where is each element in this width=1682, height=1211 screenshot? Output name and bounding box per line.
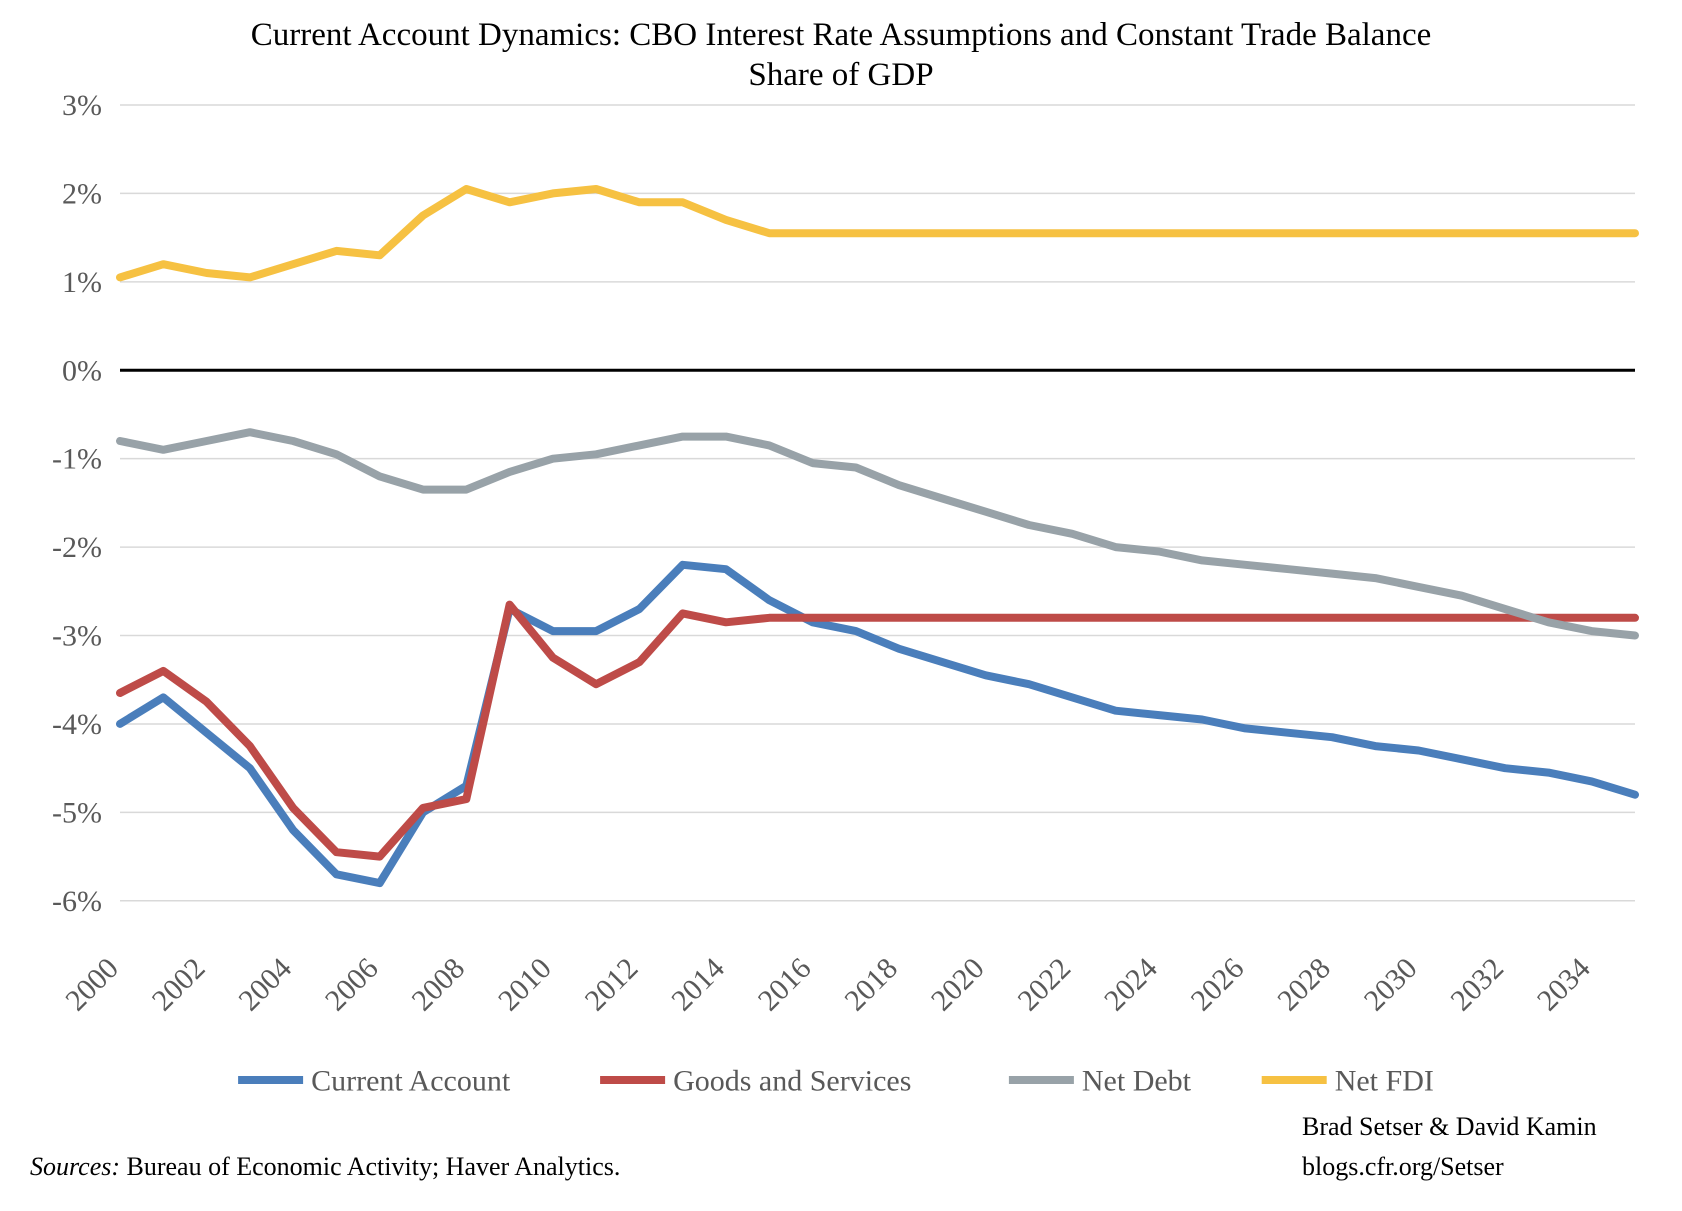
legend-label-3: Net FDI	[1335, 1065, 1434, 1098]
sources-prefix: Sources:	[30, 1152, 120, 1181]
chart-container: -6%-5%-4%-3%-2%-1%0%1%2%3%20002002200420…	[0, 0, 1682, 1211]
legend-label-1: Goods and Services	[673, 1065, 911, 1098]
chart-title-line2: Share of GDP	[748, 57, 933, 93]
chart-title-line1: Current Account Dynamics: CBO Interest R…	[251, 17, 1432, 53]
y-tick-label: -6%	[52, 885, 102, 918]
legend-label-0: Current Account	[311, 1065, 511, 1098]
sources-body: Bureau of Economic Activity; Haver Analy…	[120, 1152, 620, 1181]
chart-bg	[0, 0, 1682, 1211]
y-tick-label: -1%	[52, 443, 102, 476]
y-tick-label: 1%	[62, 266, 102, 299]
sources-text: Sources: Bureau of Economic Activity; Ha…	[30, 1152, 620, 1181]
y-tick-label: 2%	[62, 177, 102, 210]
y-tick-label: -3%	[52, 620, 102, 653]
y-tick-label: -5%	[52, 796, 102, 829]
y-tick-label: -4%	[52, 708, 102, 741]
y-tick-label: -2%	[52, 531, 102, 564]
attribution-line1: Brad Setser & David Kamin	[1302, 1112, 1597, 1141]
y-tick-label: 0%	[62, 354, 102, 387]
line-chart: -6%-5%-4%-3%-2%-1%0%1%2%3%20002002200420…	[0, 0, 1682, 1211]
attribution-line2: blogs.cfr.org/Setser	[1302, 1152, 1504, 1181]
y-tick-label: 3%	[62, 89, 102, 122]
legend-label-2: Net Debt	[1082, 1065, 1192, 1098]
